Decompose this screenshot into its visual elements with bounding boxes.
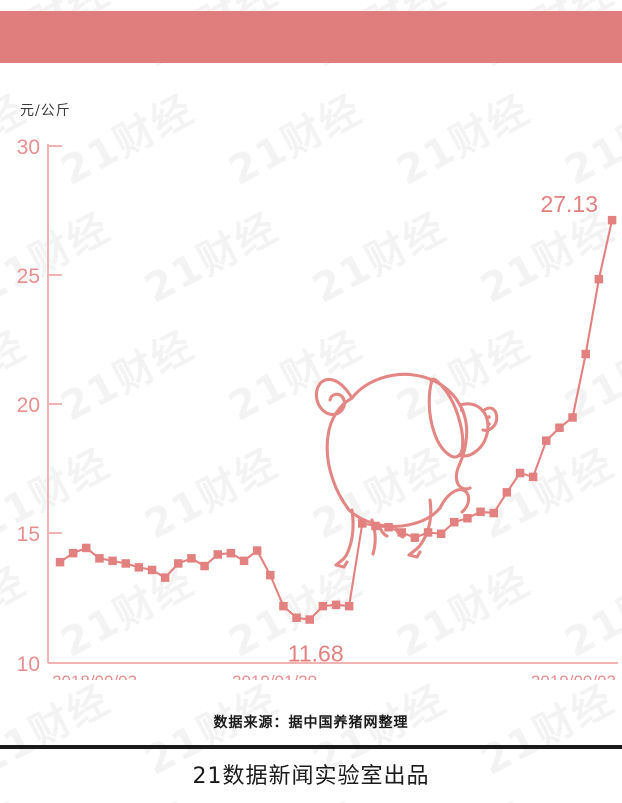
price-marker <box>423 528 433 537</box>
price-marker <box>318 601 328 611</box>
y-axis-unit-label: 元/公斤 <box>20 103 71 119</box>
price-marker <box>542 436 551 445</box>
price-marker <box>134 563 144 572</box>
price-marker <box>279 601 288 611</box>
price-marker <box>239 556 249 566</box>
x-tick-label-mid: 2019/01/29 <box>232 672 317 680</box>
footer-divider <box>0 745 622 749</box>
price-marker <box>331 600 341 610</box>
price-marker <box>213 550 222 559</box>
y-tick-label-20: 20 <box>17 394 40 417</box>
price-marker <box>147 565 157 575</box>
price-marker <box>344 601 354 611</box>
price-marker <box>502 488 512 497</box>
price-marker <box>266 570 275 580</box>
price-marker <box>436 529 446 538</box>
price-marker <box>450 517 459 527</box>
y-axis-ticks <box>48 145 62 534</box>
min-value-label: 11.68 <box>288 641 344 667</box>
price-marker <box>489 508 498 518</box>
price-marker <box>252 546 262 555</box>
y-tick-label-15: 15 <box>17 523 40 546</box>
price-line-chart: 30 25 20 15 10 2018/09/03 2019/01/29 201… <box>17 136 618 680</box>
y-tick-label-30: 30 <box>17 136 40 159</box>
chart-area: 30 25 20 15 10 2018/09/03 2019/01/29 201… <box>0 80 622 680</box>
price-marker <box>55 557 65 567</box>
price-marker <box>200 561 209 571</box>
price-marker <box>410 533 420 542</box>
pig-outline-icon <box>314 372 499 569</box>
price-markers <box>55 215 617 624</box>
x-tick-label-start: 2018/09/03 <box>52 672 137 680</box>
price-marker <box>581 349 590 359</box>
price-marker <box>82 543 91 553</box>
price-marker <box>607 215 617 225</box>
price-line <box>58 219 614 621</box>
data-source-note: 数据来源：据中国养猪网整理 <box>213 715 409 731</box>
title-banner <box>0 11 622 63</box>
price-marker <box>568 413 577 422</box>
price-marker <box>121 559 130 568</box>
price-marker <box>555 423 564 432</box>
price-marker <box>397 528 406 537</box>
price-marker <box>515 468 525 478</box>
y-tick-label-25: 25 <box>17 265 40 288</box>
max-value-label: 27.13 <box>540 191 598 217</box>
price-marker <box>358 519 367 528</box>
price-marker <box>371 521 380 531</box>
price-marker <box>68 548 78 558</box>
produced-by-label: 21数据新闻实验室出品 <box>192 764 430 789</box>
price-marker <box>174 559 183 568</box>
price-marker <box>160 573 170 582</box>
price-marker <box>476 507 485 516</box>
price-marker <box>594 274 604 284</box>
price-marker <box>187 554 196 563</box>
price-marker <box>95 554 104 563</box>
x-tick-label-end: 2019/09/03 <box>531 672 616 680</box>
price-marker <box>305 615 314 624</box>
price-marker <box>463 514 472 523</box>
price-marker <box>292 613 301 622</box>
y-tick-label-10: 10 <box>17 653 40 676</box>
price-marker <box>108 556 117 566</box>
price-marker <box>226 548 236 558</box>
price-marker <box>528 472 538 482</box>
price-marker <box>384 523 393 532</box>
